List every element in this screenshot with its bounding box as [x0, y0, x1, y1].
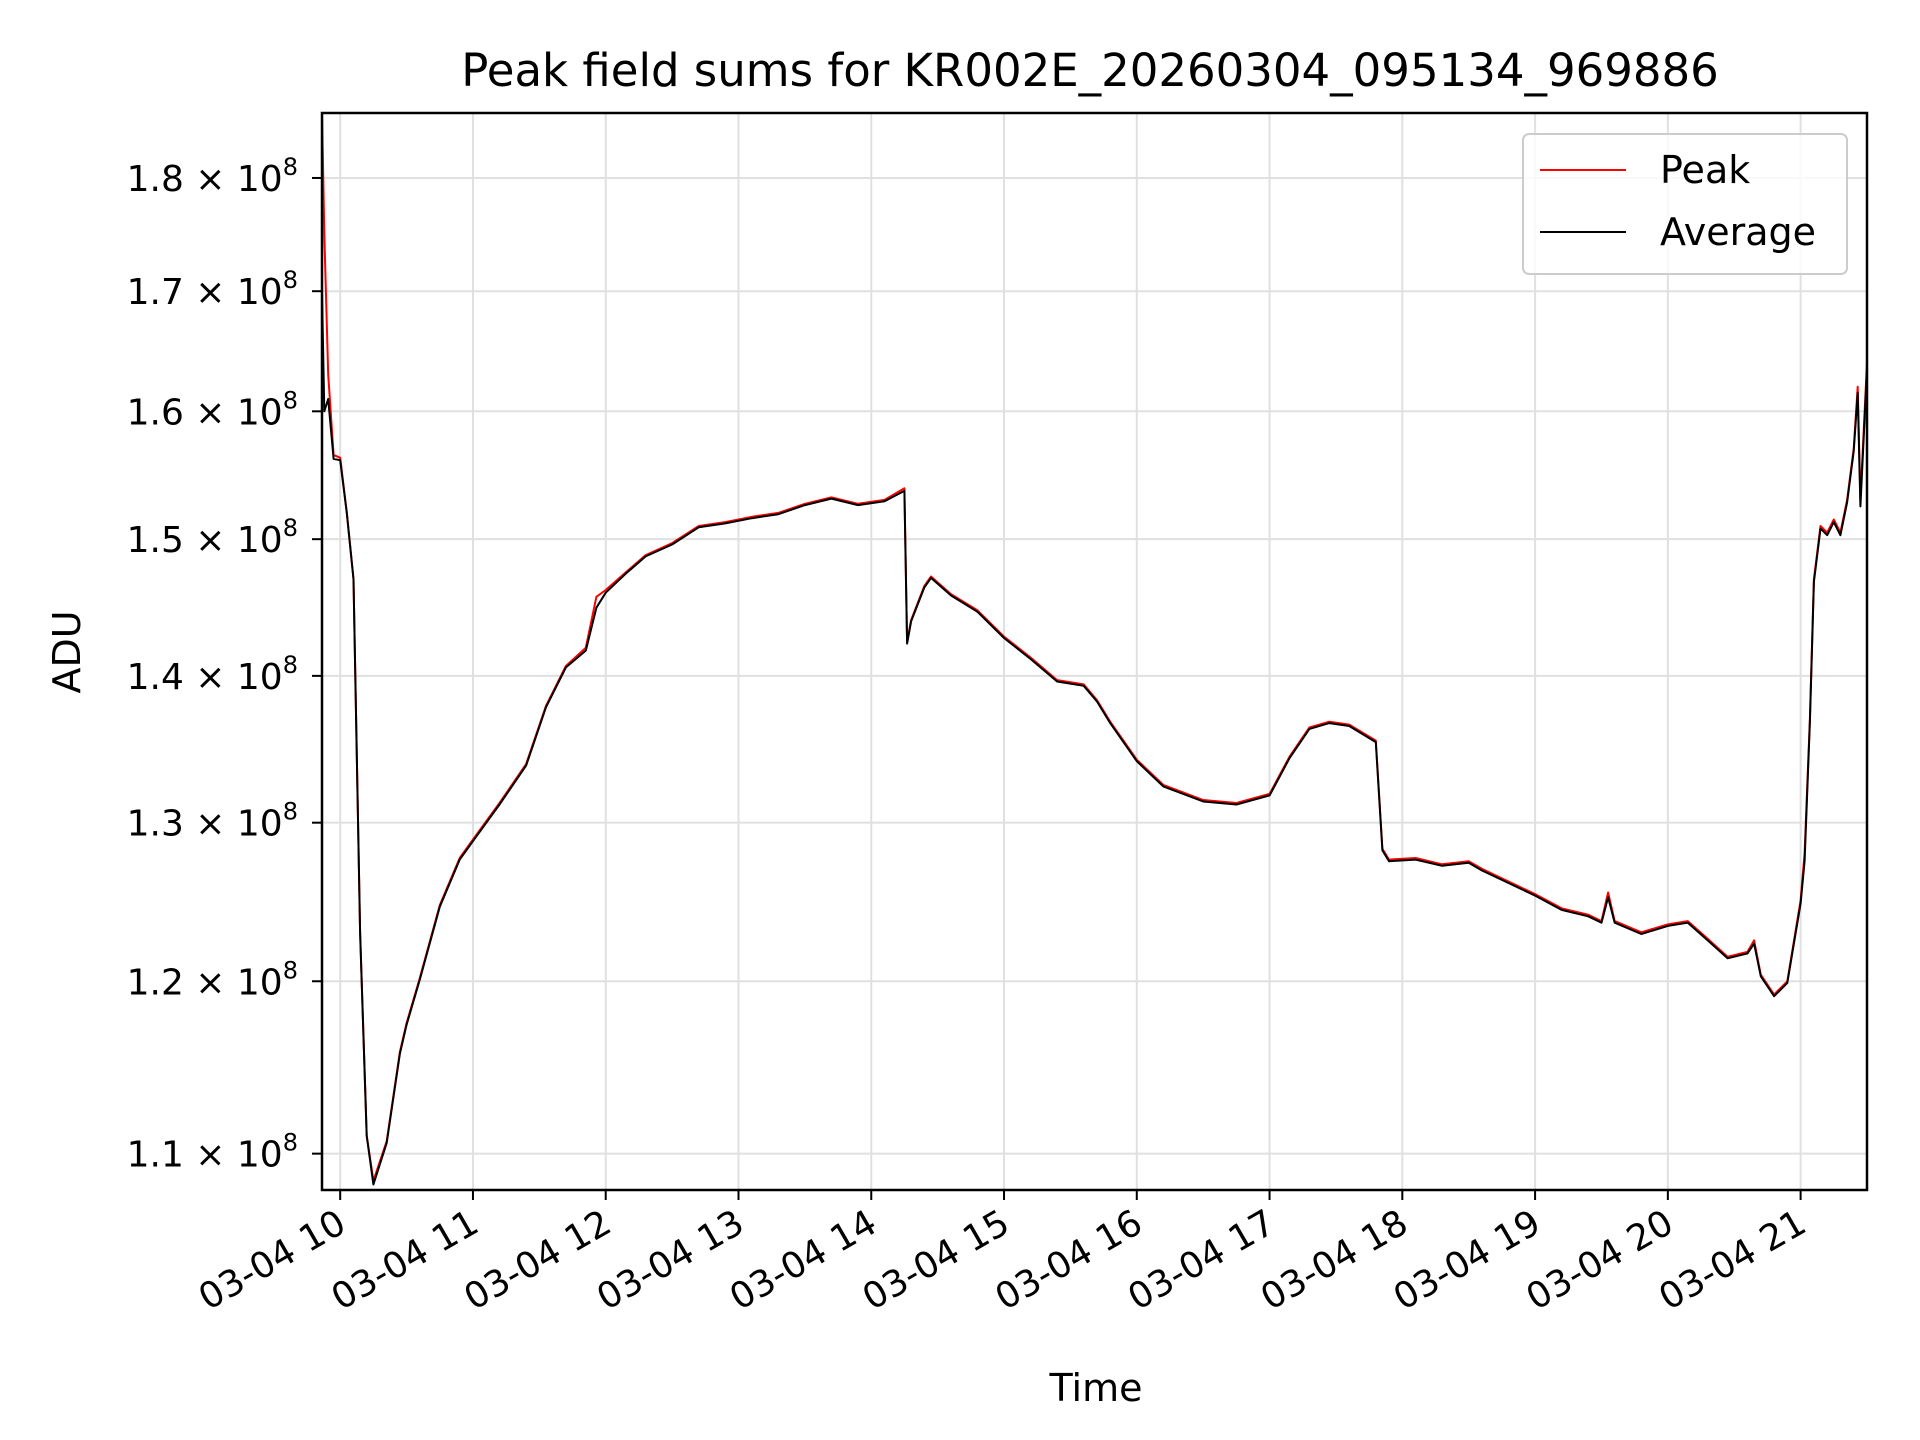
y-tick-label: 1.8 × 108: [127, 153, 298, 200]
y-tick-label: 1.5 × 108: [127, 514, 298, 561]
y-tick-label: 1.6 × 108: [127, 386, 298, 433]
y-tick-label: 1.3 × 108: [127, 798, 298, 845]
y-axis-label: ADU: [45, 610, 89, 693]
y-tick-label: 1.7 × 108: [127, 266, 298, 313]
y-tick-label: 1.4 × 108: [127, 651, 298, 698]
grid: [322, 113, 1867, 1190]
y-axis: 1.1 × 108 1.2 × 108 1.3 × 108 1.4 × 108 1.5 …: [127, 153, 322, 1176]
x-axis-label: Time: [1049, 1366, 1143, 1410]
legend-label-average: Average: [1660, 210, 1816, 254]
chart-title: Peak field sums for KR002E_20260304_0951…: [461, 44, 1719, 97]
legend-label-peak: Peak: [1660, 148, 1750, 192]
y-tick-label: 1.2 × 108: [127, 956, 298, 1003]
series-line-average: [321, 291, 1868, 1186]
plot-frame: [320, 111, 1869, 1192]
series-layer: [321, 112, 1868, 1186]
legend: Peak Average: [1522, 133, 1848, 275]
y-tick-label: 1.1 × 108: [127, 1129, 298, 1176]
